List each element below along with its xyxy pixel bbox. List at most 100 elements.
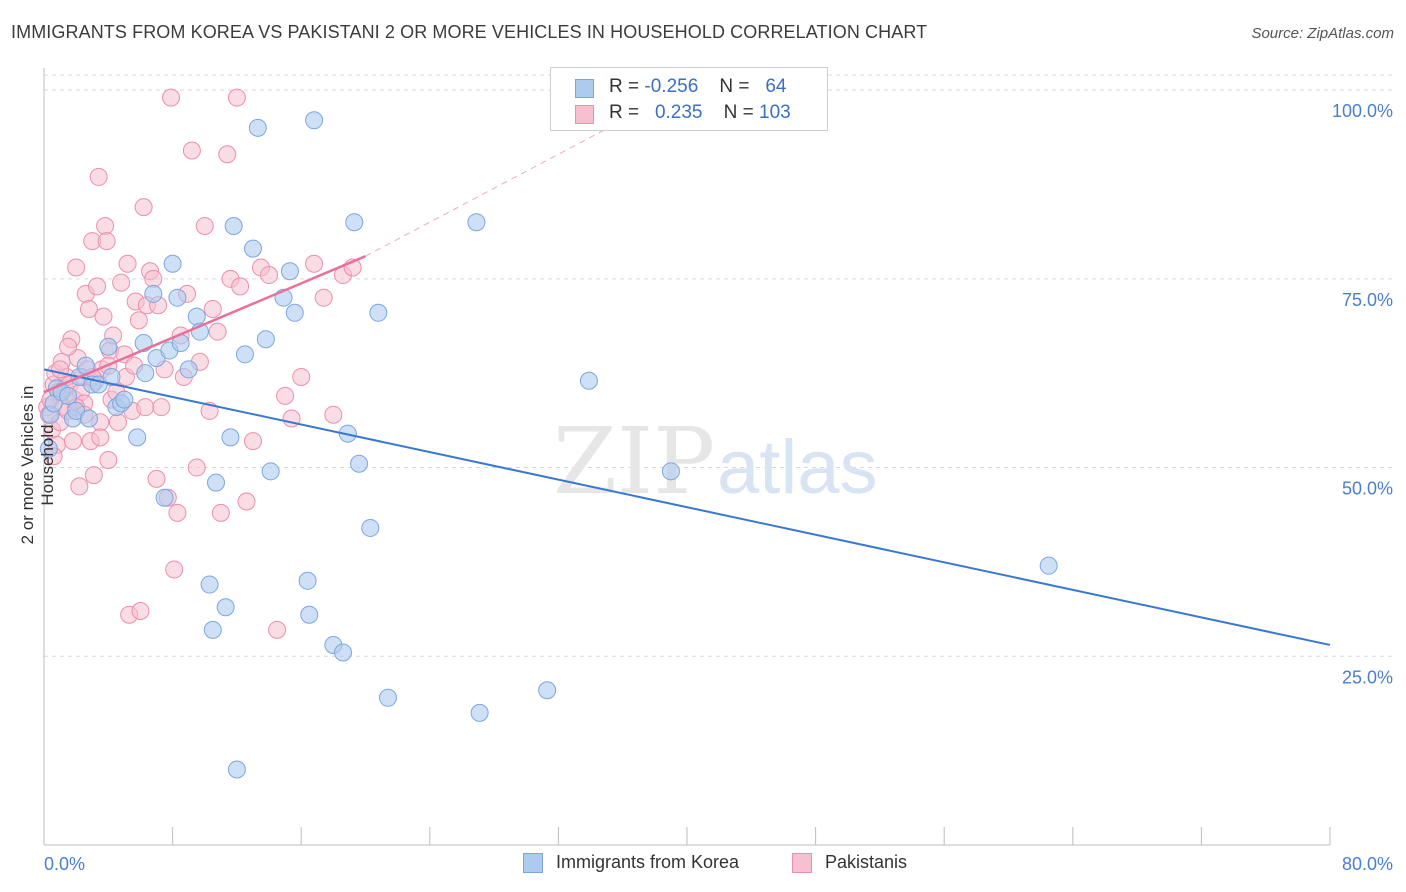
korea-point: [538, 681, 557, 700]
pakistanis-point: [203, 300, 222, 319]
korea-point: [243, 239, 262, 258]
watermark-atlas: atlas: [717, 425, 878, 510]
x-tick-label-max: 80.0%: [1342, 854, 1393, 874]
chart-title: IMMIGRANTS FROM KOREA VS PAKISTANI 2 OR …: [11, 22, 928, 42]
korea-point: [261, 462, 280, 481]
y-axis-label: 2 or more Vehicles in Household: [18, 385, 57, 545]
korea-point: [224, 216, 243, 235]
pakistanis-point: [134, 198, 153, 217]
korea-point: [187, 307, 206, 326]
pakistanis-point: [97, 232, 116, 251]
pakistanis-point: [118, 254, 137, 273]
korea-point: [579, 371, 598, 390]
pakistanis-point: [168, 503, 187, 522]
korea-point: [369, 303, 388, 322]
pakistanis-point: [99, 451, 118, 469]
korea-point: [379, 688, 398, 707]
korea-point: [345, 213, 364, 232]
pakistanis-point: [131, 601, 150, 620]
korea-point: [248, 118, 267, 137]
grid-layer: [44, 74, 1393, 657]
pakistanis-point: [70, 477, 89, 496]
pakistanis-point: [218, 145, 237, 164]
pakistanis-point: [243, 432, 262, 451]
korea-trend-line: [43, 368, 1331, 646]
korea-point: [1039, 556, 1058, 575]
pakistanis-point: [91, 428, 110, 447]
korea-point: [102, 367, 121, 386]
korea-point: [200, 575, 219, 594]
pakistanis-point: [314, 288, 333, 307]
korea-r-value: -0.256: [644, 76, 699, 97]
pakistanis-point: [147, 469, 166, 488]
korea-point: [470, 703, 489, 722]
pakistanis-point: [84, 466, 103, 485]
pakistanis-r-label: R =: [609, 102, 640, 123]
bottom-korea-label: Immigrants from Korea: [556, 852, 740, 872]
pakistanis-point: [89, 167, 108, 186]
korea-point: [168, 288, 187, 307]
pakistanis-n-label: N =: [723, 102, 754, 123]
y-tick-label: 25.0%: [1342, 667, 1393, 687]
korea-point: [39, 439, 58, 458]
korea-point: [59, 386, 78, 405]
korea-point: [144, 284, 163, 303]
pakistanis-point: [152, 398, 171, 417]
korea-swatch: [575, 79, 594, 98]
korea-point: [203, 620, 222, 639]
pakistanis-point: [182, 141, 201, 160]
korea-n-value: 64: [765, 76, 787, 97]
pakistanis-point: [211, 503, 230, 522]
bottom-pakistanis-label: Pakistanis: [825, 852, 908, 872]
pakistanis-point: [67, 258, 86, 277]
pakistanis-point: [292, 367, 311, 386]
korea-point: [285, 303, 304, 322]
korea-point: [155, 488, 174, 507]
axes-layer: [43, 68, 1331, 846]
pakistanis-point: [88, 277, 107, 296]
korea-point: [115, 390, 134, 409]
chart-source: Source: ZipAtlas.com: [1251, 25, 1394, 42]
korea-point: [467, 213, 486, 232]
korea-point: [216, 598, 235, 617]
pakistanis-point: [227, 88, 246, 107]
pakistanis-point: [237, 492, 256, 511]
korea-point: [361, 518, 380, 537]
korea-point: [207, 473, 226, 492]
y-tick-label: 50.0%: [1342, 479, 1393, 499]
korea-point: [221, 428, 240, 447]
korea-point: [163, 254, 182, 273]
korea-point: [333, 643, 352, 662]
korea-point: [227, 760, 246, 779]
pakistanis-point: [187, 458, 206, 477]
legend-pakistanis-text: R = 0.235 N = 103: [609, 102, 791, 124]
korea-point: [661, 462, 680, 481]
pakistanis-point: [94, 307, 113, 326]
legend-korea-text: R = -0.256 N = 64: [609, 76, 786, 98]
korea-point: [80, 409, 99, 428]
korea-point: [350, 454, 369, 473]
y-tick-label: 100.0%: [1332, 101, 1393, 121]
x-tick-label-min: 0.0%: [44, 854, 85, 874]
korea-point: [235, 345, 254, 364]
pakistanis-swatch: [575, 105, 594, 124]
trend-layer: [43, 85, 1331, 646]
korea-r-label: R =: [609, 76, 640, 97]
korea-point: [179, 360, 198, 379]
pakistanis-point: [161, 88, 180, 107]
korea-points: [39, 111, 1058, 779]
pakistanis-point: [59, 337, 78, 356]
pakistanis-trend-extension: [365, 85, 688, 257]
pakistanis-point: [195, 216, 214, 235]
pakistanis-point: [324, 405, 343, 424]
korea-point: [256, 330, 275, 349]
korea-point: [280, 262, 299, 281]
pakistanis-point: [136, 398, 155, 417]
korea-point: [136, 364, 155, 383]
bottom-korea-swatch: [523, 853, 543, 873]
y-tick-label: 75.0%: [1342, 290, 1393, 310]
pakistanis-point: [112, 273, 131, 292]
tick-labels: 25.0% 50.0% 75.0% 100.0% 0.0% 80.0%: [44, 101, 1393, 874]
pakistanis-point: [108, 413, 127, 432]
